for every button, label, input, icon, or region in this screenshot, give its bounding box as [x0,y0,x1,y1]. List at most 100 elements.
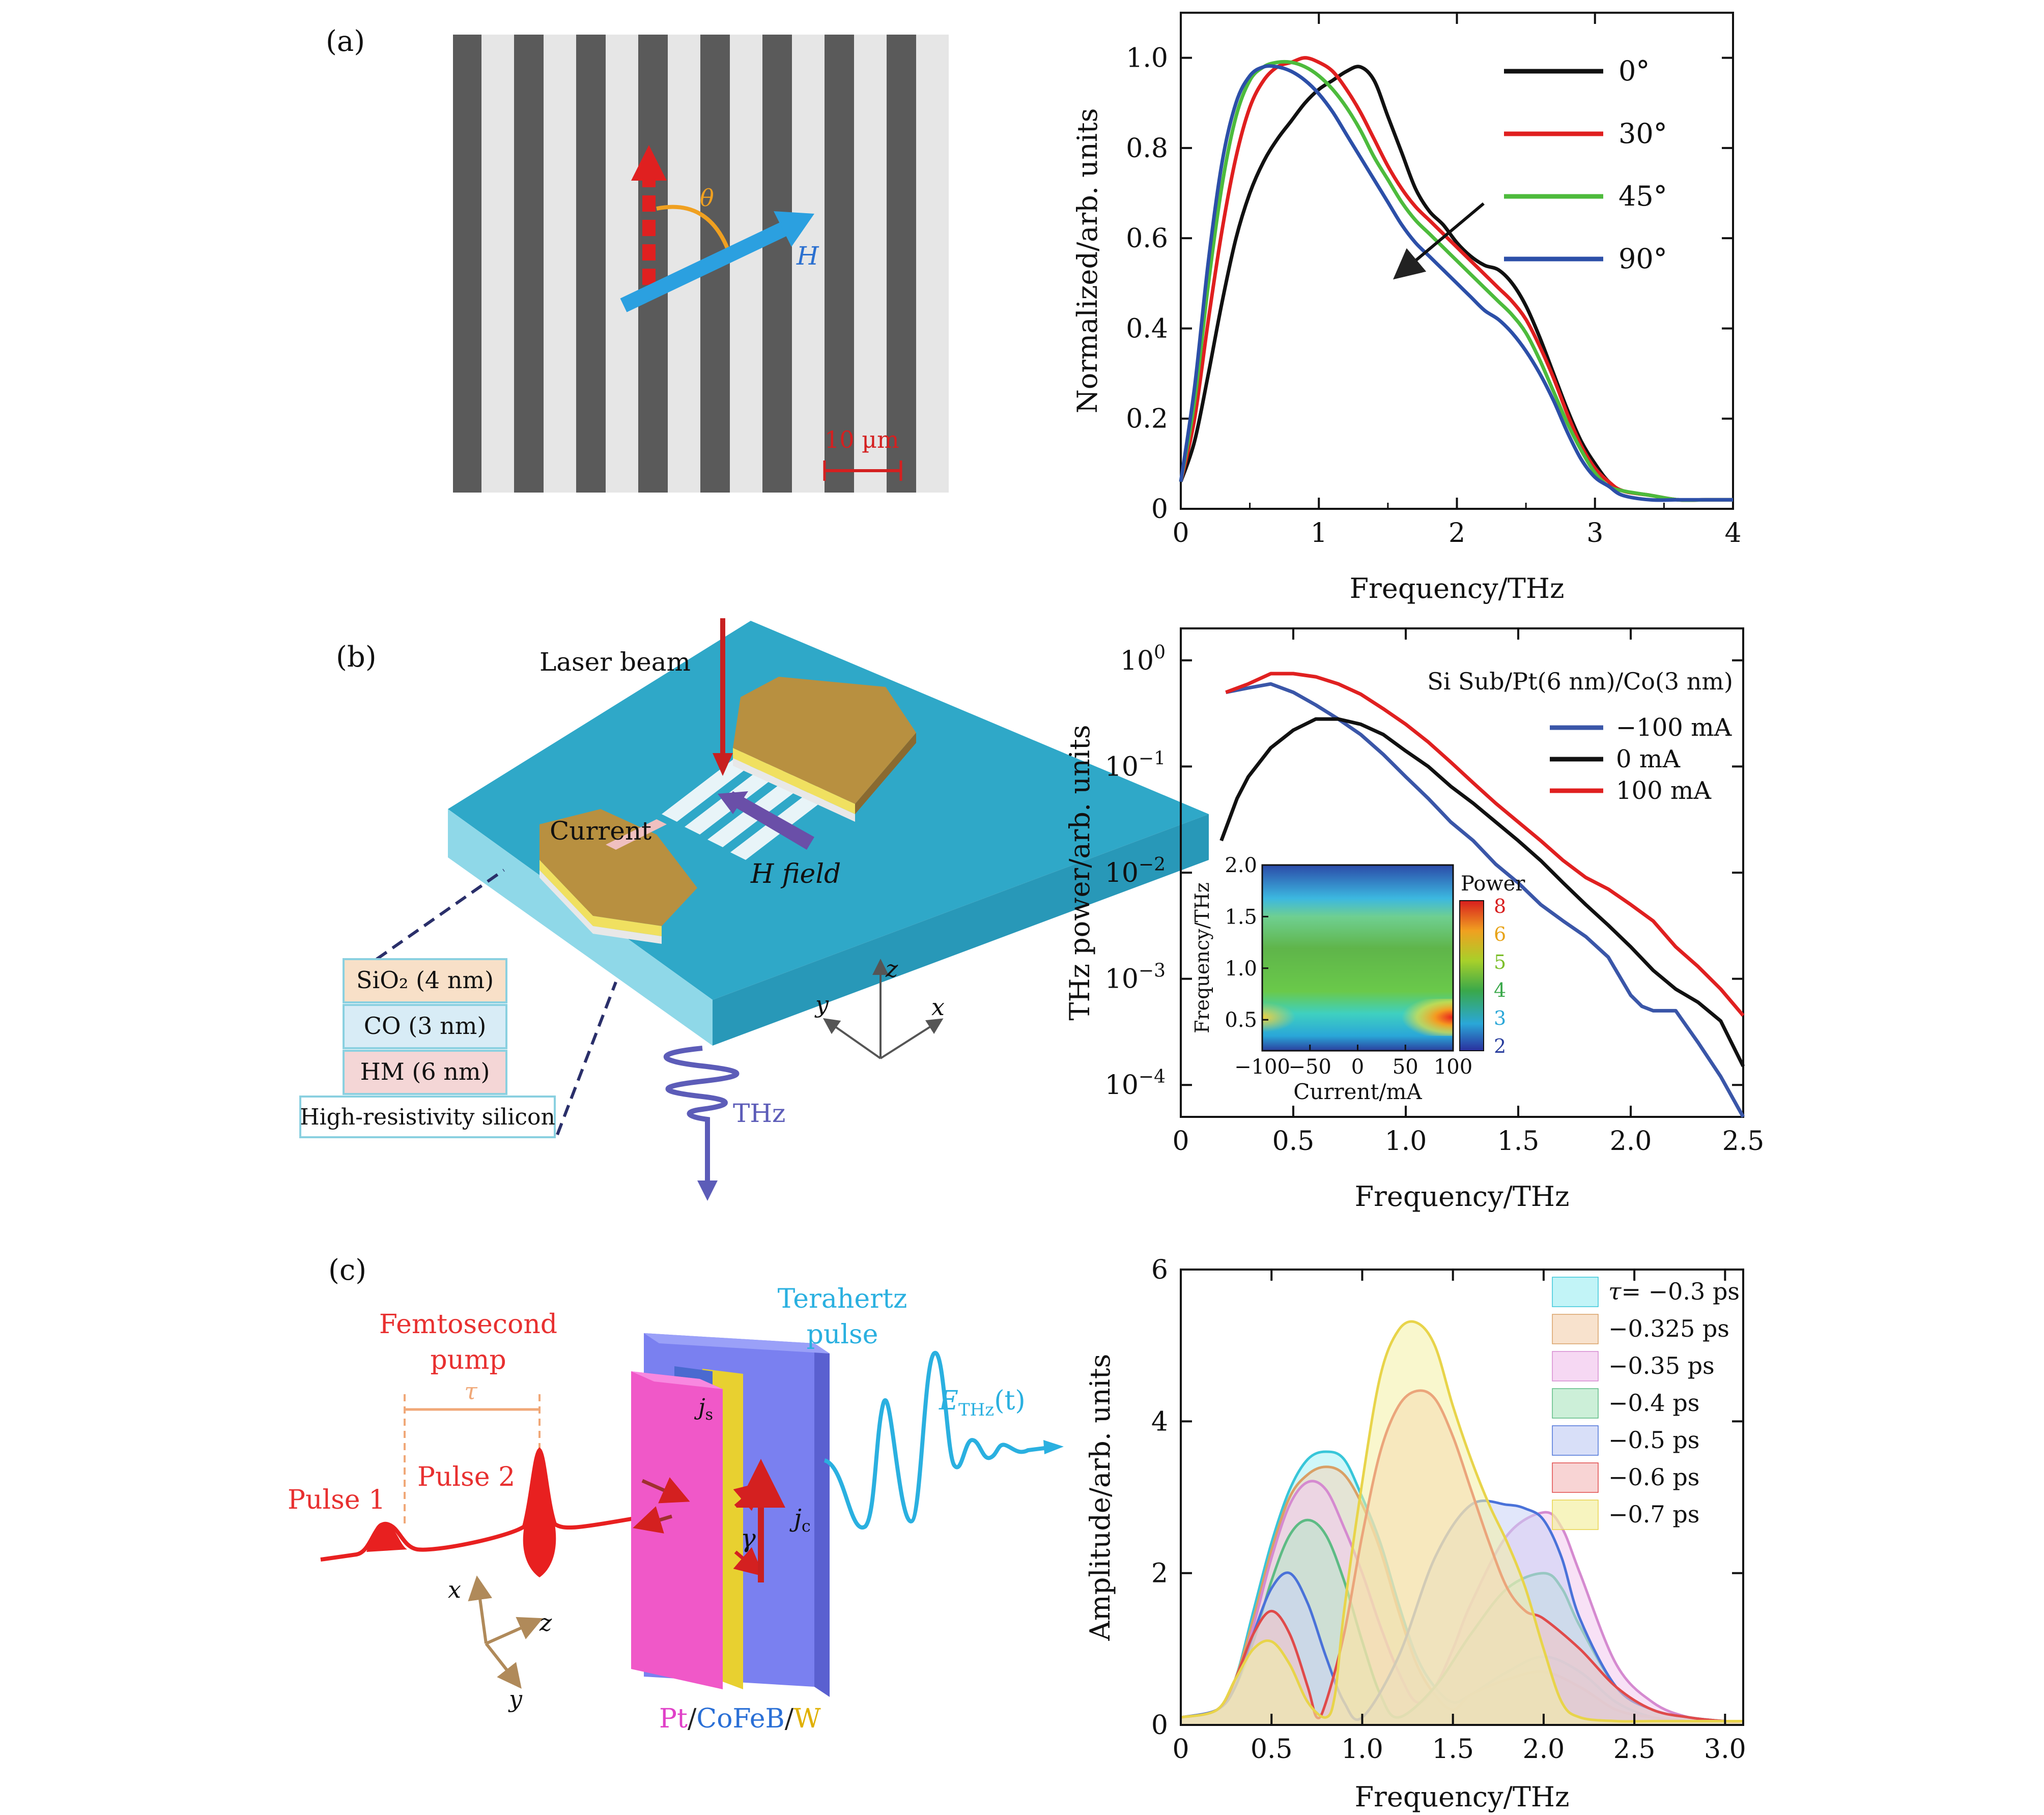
y-axis-label: Amplitude/arb. units [1084,1354,1116,1641]
inset-y-tick-label: 1.0 [1225,957,1257,981]
pt-layer [631,1371,723,1689]
inset-y-tick-label: 2.0 [1225,854,1257,877]
layer-silicon [299,1096,556,1138]
material-slash-2: / [785,1704,794,1734]
chart-a: 0 1 2 3 4 0 0.2 0.4 0.6 0.8 1.0 Frequency/THz Normal… [1071,12,1742,604]
legend-swatch [1552,1500,1599,1530]
legend-label: −0.5 ps [1608,1426,1699,1454]
layer-sio2-label: SiO₂ (4 nm) [356,966,494,994]
axes-b: z y x [814,955,945,1059]
x-tick-label: 4 [1724,518,1741,549]
panel-label-c: (c) [328,1254,366,1287]
x-tick-label: 0 [1172,1734,1189,1765]
micrograph-image: 10 µm θ H [453,35,949,493]
panel-label-b: (b) [336,641,377,674]
legend-label: 100 mA [1616,776,1712,805]
scale-bar-label: 10 µm [825,426,899,453]
micrograph-stripes [481,35,949,493]
axis-z-label: z [885,955,898,983]
legend-label: −0.35 ps [1608,1352,1715,1379]
colorbar-tick-label: 8 [1494,895,1506,917]
device-schematic: Current H field Laser beam z y x SiO₂ (4… [299,618,1209,1201]
inset-x-tick-label: −100 [1234,1055,1290,1079]
stripe-light [916,35,949,493]
y-tick-label: 0 [1151,494,1168,525]
y-axis-label: THz power/arb. units [1064,725,1096,1020]
chart-c: 0 0.5 1.0 1.5 2.0 2.5 3.0 0 2 4 6 Frequency/THz Ampl… [1084,1255,1746,1813]
series-line [1225,672,1745,1017]
pulse1-label: Pulse 1 [288,1485,385,1515]
inset-x-tick-label: −50 [1289,1055,1331,1079]
pump-schematic: Femtosecond pump τ Pulse 1 Pulse 2 x z y [288,1284,1064,1734]
colorbar-label: Power [1461,872,1525,896]
pulse2-label: Pulse 2 [417,1462,515,1492]
gamma-label: γ [741,1523,756,1553]
legend-swatch [1552,1425,1599,1456]
series-line [1225,682,1745,1118]
series-area [1181,1321,1743,1725]
y-tick-label: 0.2 [1126,404,1168,435]
stripe-light [481,35,514,493]
x-tick-label: 1.5 [1432,1734,1474,1765]
series-line [1179,64,1733,502]
y-tick-label: 1.0 [1126,43,1168,74]
inset-y-axis-label: Frequency/THz [1191,882,1213,1033]
x-tick-label: 0.5 [1251,1734,1293,1765]
axes-c: x z y [448,1575,552,1713]
chart-b: 0 0.5 1.0 1.5 2.0 2.5 100 10−1 10−2 10−3 10−4 Frequ… [1064,627,1764,1213]
colorbar-tick-label: 5 [1494,951,1506,973]
inset-y-tick-label: 1.5 [1225,905,1257,929]
y-tick-label: 2 [1151,1559,1168,1589]
axis-x-label: x [931,993,945,1021]
colorbar-tick-label: 3 [1494,1007,1506,1029]
legend-swatch [1552,1351,1599,1381]
thz-label-b: THz [733,1099,785,1128]
inset-y-tick-label: 0.5 [1225,1009,1257,1032]
colorbar-tick-label: 4 [1494,979,1506,1001]
h-field-label: H [796,241,819,271]
inset-x-axis-label: Current/mA [1293,1079,1422,1104]
y-tick-label: 10−4 [1105,1067,1166,1101]
series-line [1179,56,1733,502]
chart-annotation: Si Sub/Pt(6 nm)/Co(3 nm) [1427,668,1733,695]
x-tick-label: 0 [1172,1126,1189,1157]
inset-hotspot-right [1367,998,1453,1036]
y-tick-label: 6 [1151,1255,1168,1285]
x-tick-label: 2 [1449,518,1465,549]
h-field-label-b: H field [750,859,841,889]
x-tick-label: 1.0 [1341,1734,1383,1765]
x-axis-label: Frequency/THz [1350,572,1565,604]
x-axis-label: Frequency/THz [1355,1180,1570,1213]
legend-label: −0.325 ps [1608,1315,1729,1342]
inset-hotspot-left [1262,1002,1329,1032]
pump-label-line2: pump [430,1345,506,1375]
legend-label: τ= −0.3 ps [1608,1278,1740,1305]
thz-pulse-line2: pulse [807,1319,878,1350]
stripe-light [792,35,825,493]
substrate-side-right [713,814,1209,1046]
stripe-light [854,35,887,493]
x-tick-label: 0.5 [1272,1126,1315,1157]
y-tick-label: 10−3 [1105,961,1166,995]
y-axis-label: Normalized/arb. units [1071,108,1103,414]
y-tick-label: 0.6 [1126,223,1168,254]
legend-label: −0.7 ps [1608,1501,1699,1528]
thz-wave-b [663,1046,740,1186]
axis-y-label-c: y [508,1685,523,1713]
material-cofeb: CoFeB [696,1704,784,1734]
legend-label: 0 mA [1616,745,1681,773]
pump-label-line1: Femtosecond [379,1309,557,1340]
trend-arrow [1393,202,1485,280]
theta-label: θ [700,184,714,212]
theta-arc [656,205,730,250]
layer-sio2 [343,958,507,1003]
inset-x-tick-label: 50 [1393,1055,1418,1079]
material-slash-1: / [688,1704,697,1734]
thz-pulse-line1: Terahertz [778,1284,907,1314]
series-line [1219,717,1745,1068]
layer-hm [343,1050,507,1095]
x-tick-label: 1.0 [1385,1126,1427,1157]
colorbar-tick-label: 6 [1494,923,1506,945]
left-pad [540,809,697,926]
legend-label: 30° [1619,118,1667,150]
